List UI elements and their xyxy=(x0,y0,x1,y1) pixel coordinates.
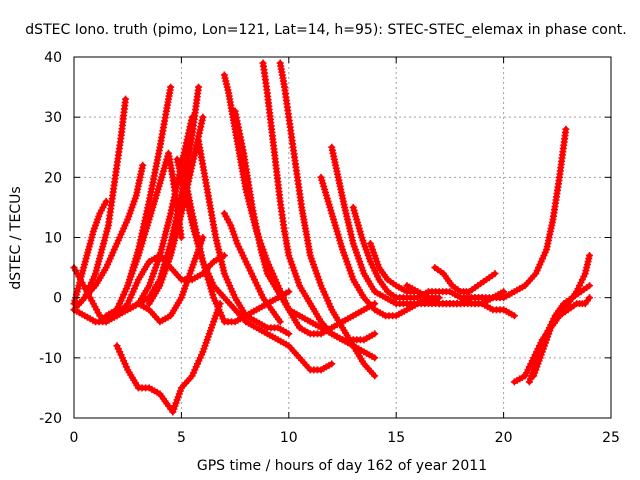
tick-marks xyxy=(73,56,612,419)
data-point xyxy=(586,282,594,290)
y-tick-label: -20 xyxy=(39,411,62,427)
data-point xyxy=(177,234,185,241)
y-tick-label: 10 xyxy=(44,231,62,247)
series-14 xyxy=(173,155,336,374)
data-point xyxy=(102,197,110,205)
data-point xyxy=(276,318,284,326)
x-tick-label: 0 xyxy=(70,430,79,446)
data-point xyxy=(500,288,508,296)
series-19 xyxy=(276,59,379,380)
data-point xyxy=(199,234,207,241)
y-tick-label: 30 xyxy=(44,110,62,126)
data-point xyxy=(491,270,499,278)
data-point xyxy=(139,161,147,169)
data-point xyxy=(435,294,443,302)
data-point xyxy=(285,330,293,338)
x-axis-label: GPS time / hours of day 162 of year 2011 xyxy=(197,458,487,474)
series-23 xyxy=(366,240,518,320)
y-tick-label: 0 xyxy=(53,291,62,307)
data-point xyxy=(371,372,379,380)
data-point xyxy=(122,95,130,103)
x-tick-label: 5 xyxy=(177,430,186,446)
data-point xyxy=(199,113,207,121)
series-15 xyxy=(220,209,284,326)
x-tick-label: 25 xyxy=(602,430,620,446)
series-12 xyxy=(195,137,293,338)
series-26 xyxy=(457,125,570,308)
x-tick-labels: 0 5 10 15 20 25 xyxy=(70,430,620,446)
data-point xyxy=(562,125,570,133)
series-29 xyxy=(530,294,594,380)
data-point xyxy=(586,252,594,260)
data-point xyxy=(371,330,379,338)
data-point xyxy=(195,83,203,91)
x-tick-label: 15 xyxy=(387,430,405,446)
chart-title: dSTEC Iono. truth (pimo, Lon=121, Lat=14… xyxy=(25,22,626,38)
series-5 xyxy=(102,83,175,320)
data-point xyxy=(285,288,293,296)
data-point xyxy=(510,312,518,320)
y-axis-label: dSTEC / TECUs xyxy=(8,186,24,289)
data-point xyxy=(586,294,594,302)
y-tick-label: 40 xyxy=(44,50,62,66)
series-25 xyxy=(431,264,499,296)
x-tick-label: 20 xyxy=(495,430,513,446)
x-tick-label: 10 xyxy=(280,430,298,446)
y-tick-labels: -20 -10 0 10 20 30 40 xyxy=(39,50,62,427)
data-point xyxy=(167,83,175,91)
y-tick-label: -10 xyxy=(39,351,62,367)
data-layer xyxy=(70,59,594,416)
data-point xyxy=(371,354,379,362)
y-tick-label: 20 xyxy=(44,170,62,186)
data-point xyxy=(328,360,336,368)
